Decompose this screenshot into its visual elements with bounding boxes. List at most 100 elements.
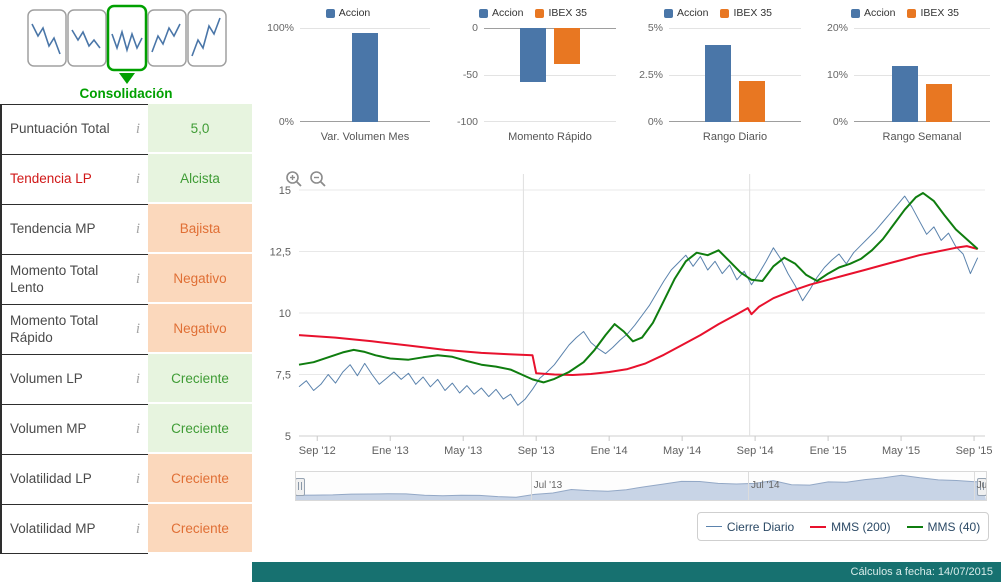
navigator-axis-label: Jul '15 (976, 480, 987, 491)
table-row: Volumen MP i Creciente (0, 404, 252, 454)
bar-ibex-35 (554, 28, 580, 64)
indicator-label: Momento Total Lento i (0, 254, 148, 304)
x-tick-label: May '14 (663, 445, 701, 457)
legend-item-cierre-diario[interactable]: Cierre Diario (705, 519, 795, 534)
y-tick-label: -50 (462, 69, 478, 81)
gridline (669, 28, 801, 29)
info-icon[interactable]: i (135, 121, 141, 138)
bar-ibex-35 (739, 80, 765, 122)
info-icon[interactable]: i (135, 321, 141, 338)
mini-chart-var-volumen-mes: Accion 100% 0% Var. Volumen Mes (258, 4, 438, 154)
y-tick-label: 0% (278, 116, 294, 128)
indicator-label-text: Puntuación Total (10, 121, 110, 137)
navigator[interactable]: Jul '13 Jul '14 Jul '15 (295, 471, 987, 501)
navigator-gridline (747, 472, 749, 500)
y-tick-label: 2.5% (639, 69, 663, 81)
sparkline-downtrend-mild (71, 29, 101, 49)
navigator-area[interactable] (296, 472, 986, 500)
table-row: Momento Total Rápido i Negativo (0, 304, 252, 354)
footer-bar: Cálculos a fecha: 14/07/2015 (252, 562, 1001, 582)
info-icon[interactable]: i (135, 471, 141, 488)
y-tick-label: -100 (456, 116, 478, 128)
mini-chart-title: Momento Rápido (508, 131, 592, 143)
indicator-table: Puntuación Total i 5,0 Tendencia LP i Al… (0, 104, 252, 554)
legend-line-sample (906, 525, 923, 528)
mini-chart-plot: 0 -50 -100 (457, 22, 616, 128)
indicator-label-text: Volatilidad MP (10, 520, 96, 536)
indicator-value: 5,0 (148, 104, 252, 152)
legend-swatch (478, 8, 488, 18)
gridline (854, 75, 990, 76)
x-tick-label: Ene '14 (591, 445, 628, 457)
gridline (484, 121, 616, 122)
mini-chart-plot: 100% 0% (267, 22, 430, 128)
zoom-out-icon[interactable] (309, 170, 327, 188)
info-icon[interactable]: i (135, 371, 141, 388)
legend-label: IBEX 35 (733, 7, 773, 19)
navigator-handle-left[interactable] (296, 478, 305, 496)
indicator-label: Momento Total Rápido i (0, 304, 148, 354)
legend-label: Cierre Diario (726, 519, 795, 534)
legend-label: IBEX 35 (920, 7, 960, 19)
x-tick-label: May '13 (444, 445, 482, 457)
mini-chart-rango-diario: Accion IBEX 35 5% 2.5% 0% Rango Diario (627, 4, 809, 154)
legend-item-mms-40[interactable]: MMS (40) (906, 520, 980, 534)
mini-chart-legend: Accion (258, 4, 438, 22)
gridline (484, 75, 616, 76)
legend-item-accion[interactable]: Accion (850, 7, 895, 19)
x-tick-label: Ene '13 (372, 445, 409, 457)
y-tick-label: 0 (472, 22, 478, 34)
indicator-label-text: Momento Total Rápido (10, 312, 99, 345)
bar-ibex-35 (926, 84, 952, 122)
trend-state-box-5 (187, 9, 227, 67)
sparkline-downtrend-strong (31, 23, 61, 55)
price-chart-plot[interactable]: 15 12,5 10 7,5 5 Sep '12 Ene '13 May '13 Sep '13… (255, 158, 1001, 468)
legend-swatch (325, 8, 335, 18)
legend-item-accion[interactable]: Accion (478, 7, 523, 19)
indicator-label-text: Tendencia MP (10, 221, 96, 237)
navigator-handle-right[interactable] (977, 478, 986, 496)
legend-item-ibex-35[interactable]: IBEX 35 (720, 7, 772, 19)
info-icon[interactable]: i (135, 421, 141, 438)
y-tick-label: 15 (279, 185, 291, 197)
legend-label: Accion (676, 7, 709, 19)
x-tick-label: Ene '15 (810, 445, 847, 457)
legend-item-ibex-35[interactable]: IBEX 35 (535, 7, 587, 19)
y-tick-label: 7,5 (276, 370, 291, 382)
info-icon[interactable]: i (135, 520, 141, 537)
indicator-label-text: Volumen LP (10, 371, 83, 387)
info-icon[interactable]: i (135, 171, 141, 188)
legend-item-accion[interactable]: Accion (663, 7, 709, 19)
info-icon[interactable]: i (135, 221, 141, 238)
trend-state-box-4 (147, 9, 187, 67)
mini-chart-title: Rango Diario (702, 131, 768, 143)
mini-chart-momento-rapido: Accion IBEX 35 0 -50 -100 Momento Rápido (442, 4, 624, 154)
indicator-label: Volumen MP i (0, 404, 148, 454)
legend-item-accion[interactable]: Accion (325, 7, 370, 19)
x-tick-label: Sep '14 (737, 445, 774, 457)
indicator-value: Creciente (148, 354, 252, 402)
sparkline-consolidation (111, 29, 143, 53)
zoom-in-icon[interactable] (285, 170, 303, 188)
legend-swatch (663, 8, 673, 18)
indicator-label: Volatilidad LP i (0, 454, 148, 504)
mini-chart-legend: Accion IBEX 35 (627, 4, 809, 22)
indicator-label-text: Momento Total Lento (10, 262, 99, 295)
y-tick-label: 10 (279, 308, 291, 320)
legend-item-mms-200[interactable]: MMS (200) (810, 520, 891, 534)
indicator-label-text: Tendencia LP (10, 171, 92, 187)
trend-gauge-graphic (27, 4, 227, 84)
y-tick-label: 10% (826, 69, 848, 81)
x-tick-label: Sep '15 (956, 445, 993, 457)
navigator-gridline (530, 472, 532, 500)
navigator-gridline (973, 472, 975, 500)
y-tick-label: 0% (647, 116, 663, 128)
info-icon[interactable]: i (135, 271, 141, 288)
legend-item-ibex-35[interactable]: IBEX 35 (907, 7, 959, 19)
indicator-label-text: Volumen MP (10, 421, 87, 437)
indicator-label: Volatilidad MP i (0, 504, 148, 554)
legend-line-sample (705, 526, 722, 527)
mini-chart-title: Var. Volumen Mes (320, 131, 410, 143)
mini-chart-rango-semanal: Accion IBEX 35 20% 10% 0% Rango Semanal (812, 4, 998, 154)
